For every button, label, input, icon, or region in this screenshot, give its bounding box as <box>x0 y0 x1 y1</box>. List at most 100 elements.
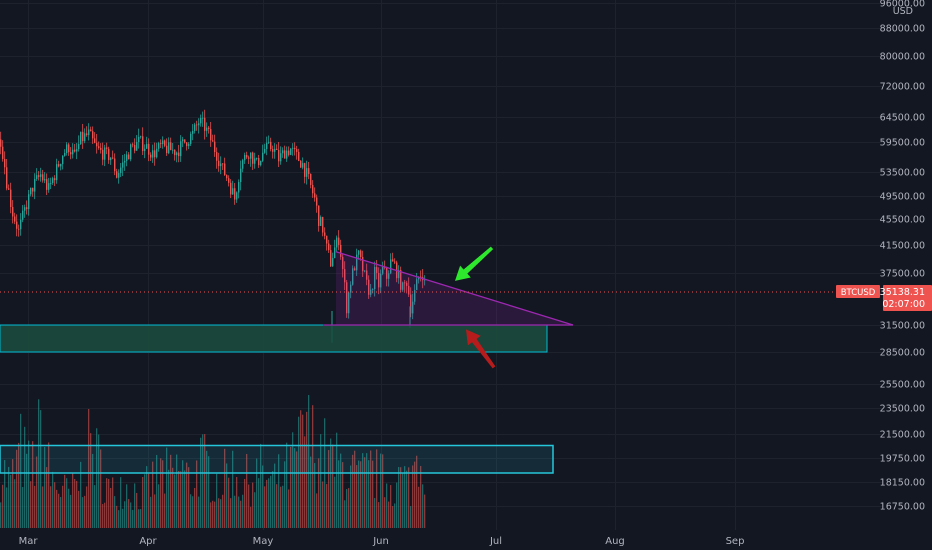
candle-body <box>6 167 8 189</box>
volume-bar <box>316 493 318 528</box>
volume-bar <box>96 428 98 528</box>
volume-bar <box>46 467 48 528</box>
candle-body <box>154 150 156 158</box>
volume-bar <box>342 462 344 528</box>
candle-body <box>330 250 332 267</box>
price-tick-label: 25500.00 <box>880 380 925 391</box>
price-axis[interactable]: 96000.00 88000.00 80000.00 72000.00 64500.00… <box>836 0 932 530</box>
volume-bars <box>0 395 426 528</box>
volume-bar <box>82 497 84 528</box>
currency-label: USD <box>893 6 913 17</box>
volume-bar <box>144 474 146 528</box>
candle-body <box>376 267 378 273</box>
volume-bar <box>108 478 110 528</box>
candle-body <box>346 282 348 314</box>
candle-body <box>86 133 88 136</box>
candle-body <box>416 279 418 291</box>
candle-body <box>240 168 242 183</box>
candle-body <box>64 153 66 156</box>
volume-bar <box>178 471 180 528</box>
volume-bar <box>376 449 378 528</box>
candle-body <box>350 284 352 293</box>
candle-body <box>354 268 356 271</box>
volume-bar <box>206 450 208 528</box>
candle-body <box>340 244 342 257</box>
volume-bar <box>30 481 32 528</box>
volume-bar <box>256 458 258 528</box>
time-axis[interactable]: Mar Apr May Jun Jul Aug Sep <box>0 530 932 550</box>
volume-bar <box>86 486 88 528</box>
candle-body <box>82 131 84 142</box>
volume-bar <box>362 453 364 528</box>
volume-bar <box>252 482 254 528</box>
price-tick-label: 41500.00 <box>880 241 925 252</box>
candle-body <box>138 137 140 143</box>
volume-bar <box>132 509 134 528</box>
volume-bar <box>392 506 394 528</box>
volume-bar <box>412 465 414 528</box>
volume-bar <box>72 473 74 528</box>
volume-bar <box>254 492 256 528</box>
candle-body <box>402 282 404 290</box>
candle-body <box>308 168 310 174</box>
volume-bar <box>166 447 168 528</box>
candle-body <box>332 258 334 267</box>
candle-body <box>286 150 288 159</box>
drawings[interactable] <box>0 246 836 474</box>
candle-body <box>166 145 168 154</box>
candle-body <box>164 140 166 146</box>
volume-bar <box>76 480 78 528</box>
volume-bar <box>234 495 236 528</box>
candle-body <box>256 158 258 159</box>
volume-bar <box>350 465 352 528</box>
volume-bar <box>326 484 328 528</box>
price-tick-label: 80000.00 <box>880 52 925 63</box>
volume-bar <box>140 509 142 528</box>
candle-body <box>338 237 340 245</box>
candle-body <box>216 152 218 161</box>
volume-bar <box>318 458 320 528</box>
candle-body <box>200 118 202 124</box>
volume-bar <box>68 488 70 528</box>
candle-body <box>302 163 304 168</box>
candle-body <box>208 127 210 130</box>
candle-body <box>196 124 198 126</box>
last-price-badge <box>883 285 932 311</box>
volume-bar <box>290 446 292 528</box>
volume-bar <box>194 488 196 528</box>
candle-body <box>116 171 118 178</box>
volume-bar <box>240 500 242 528</box>
volume-bar <box>40 410 42 528</box>
candle-body <box>206 127 208 131</box>
candle-body <box>364 270 366 272</box>
candle-body <box>132 144 134 146</box>
candle-body <box>122 162 124 168</box>
candle-body <box>314 193 316 198</box>
volume-bar <box>296 451 298 528</box>
price-tick-label: 45500.00 <box>880 215 925 226</box>
candle-body <box>84 133 86 142</box>
volume-bar <box>2 484 4 528</box>
volume-bar <box>352 454 354 528</box>
volume-bar <box>304 436 306 528</box>
candle-body <box>388 273 390 279</box>
volume-bar <box>106 478 108 528</box>
candle-body <box>410 294 412 314</box>
volume-bar <box>406 470 408 528</box>
volume-bar <box>334 476 336 528</box>
volume-bar <box>370 450 372 528</box>
volume-bar <box>10 474 12 528</box>
volume-bar <box>414 461 416 528</box>
candle-body <box>58 164 60 167</box>
price-tick-label: 18150.00 <box>880 478 925 489</box>
candle-body <box>248 157 250 159</box>
volume-bar <box>388 501 390 528</box>
candle-body <box>16 221 18 229</box>
price-tick-label: 96000.00 <box>880 0 925 10</box>
volume-bar <box>272 471 274 528</box>
last-price-value: 35138.31 <box>880 287 925 298</box>
candle-body <box>20 219 22 230</box>
candle-body <box>414 290 416 302</box>
volume-bar <box>54 482 56 528</box>
